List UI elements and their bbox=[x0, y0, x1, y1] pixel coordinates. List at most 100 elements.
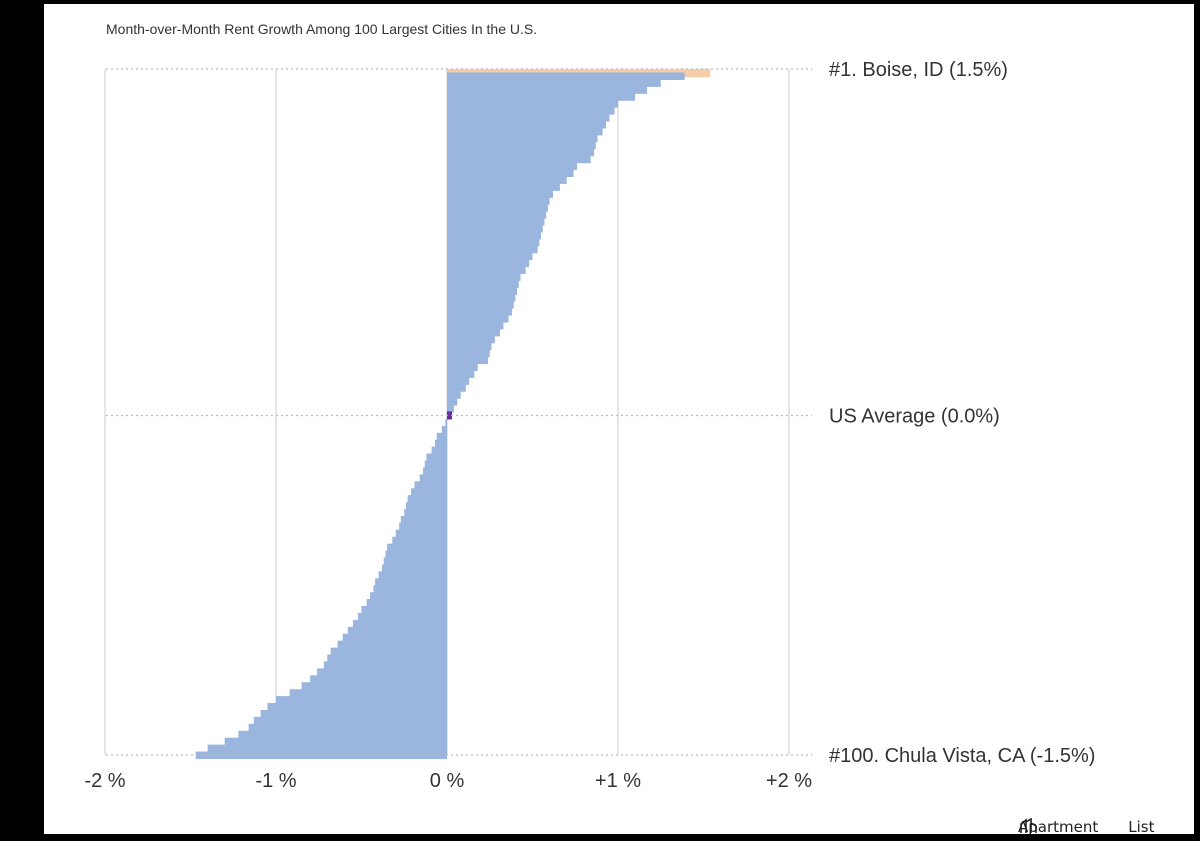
bar-45 bbox=[447, 370, 475, 378]
bar-89 bbox=[310, 675, 447, 683]
bar-55 bbox=[435, 439, 447, 448]
bar-61 bbox=[414, 481, 447, 489]
bar-75 bbox=[375, 578, 447, 586]
bar-16 bbox=[447, 169, 574, 178]
x-tick-label-4: +2 % bbox=[766, 770, 812, 792]
bar-17 bbox=[447, 176, 567, 184]
bar-88 bbox=[317, 668, 447, 676]
bar-38 bbox=[447, 321, 504, 330]
bar-41 bbox=[447, 342, 492, 351]
bar-87 bbox=[323, 661, 447, 669]
bar-12 bbox=[447, 141, 596, 150]
bar-66 bbox=[400, 515, 447, 524]
bar-37 bbox=[447, 314, 509, 323]
annotation-1: US Average (0.0%) bbox=[829, 405, 1000, 427]
bar-76 bbox=[373, 585, 447, 593]
bar-8 bbox=[447, 114, 610, 122]
bar-46 bbox=[447, 377, 470, 385]
x-tick-label-0: -2 % bbox=[84, 770, 125, 792]
bar-69 bbox=[392, 536, 447, 545]
building-icon bbox=[1020, 818, 1124, 835]
bar-56 bbox=[431, 446, 447, 455]
bar-48 bbox=[447, 391, 461, 399]
annotation-0: #1. Boise, ID (1.5%) bbox=[829, 59, 1008, 81]
bar-79 bbox=[361, 606, 447, 614]
bars bbox=[195, 69, 711, 760]
bar-33 bbox=[447, 287, 518, 295]
bar-54 bbox=[436, 432, 447, 441]
bar-26 bbox=[447, 238, 540, 247]
x-tick-label-3: +1 % bbox=[595, 770, 641, 792]
bar-27 bbox=[447, 245, 538, 254]
bar-25 bbox=[447, 231, 542, 240]
bar-91 bbox=[289, 689, 447, 697]
bar-3 bbox=[447, 79, 661, 87]
bar-7 bbox=[447, 107, 615, 115]
apartment-list-logo: Apartment List bbox=[1018, 818, 1155, 836]
bar-13 bbox=[447, 148, 595, 157]
bar-18 bbox=[447, 183, 560, 191]
bar-11 bbox=[447, 134, 598, 143]
bar-86 bbox=[327, 654, 447, 663]
bar-78 bbox=[366, 599, 447, 607]
bar-96 bbox=[248, 723, 447, 732]
bar-52 bbox=[445, 418, 447, 427]
annotations: #1. Boise, ID (1.5%) US Average (0.0%) #10… bbox=[829, 59, 1095, 767]
brand-name-left: Apartment bbox=[1018, 818, 1099, 836]
bar-97 bbox=[238, 730, 447, 739]
bar-59 bbox=[423, 467, 447, 475]
bar-81 bbox=[352, 619, 447, 628]
bar-23 bbox=[447, 217, 545, 226]
bar-19 bbox=[447, 190, 554, 198]
annotation-2: #100. Chula Vista, CA (-1.5%) bbox=[829, 745, 1095, 767]
bar-10 bbox=[447, 127, 603, 136]
bar-43 bbox=[447, 356, 489, 365]
bar-14 bbox=[447, 155, 591, 164]
bar-4 bbox=[447, 86, 648, 94]
bar-82 bbox=[347, 626, 447, 635]
bar-34 bbox=[447, 294, 516, 302]
bar-64 bbox=[405, 502, 447, 510]
bar-95 bbox=[253, 716, 447, 725]
x-tick-labels: -2 % -1 % 0 % +1 % +2 % bbox=[84, 770, 812, 792]
bar-58 bbox=[424, 460, 447, 469]
brand-name-right: List bbox=[1128, 818, 1155, 836]
bar-35 bbox=[447, 301, 514, 309]
bar-5 bbox=[447, 93, 636, 101]
bar-2 bbox=[447, 72, 685, 80]
bar-74 bbox=[378, 571, 447, 579]
bar-98 bbox=[224, 737, 447, 746]
bar-6 bbox=[447, 100, 618, 108]
x-tick-label-2: 0 % bbox=[430, 770, 465, 792]
bar-71 bbox=[385, 550, 447, 559]
bar-20 bbox=[447, 197, 550, 205]
bar-57 bbox=[426, 453, 447, 462]
bar-24 bbox=[447, 224, 543, 233]
bar-83 bbox=[342, 633, 447, 642]
bar-99 bbox=[207, 744, 447, 753]
bar-15 bbox=[447, 162, 577, 171]
x-tick-label-1: -1 % bbox=[255, 770, 296, 792]
bar-68 bbox=[395, 529, 447, 538]
bar-9 bbox=[447, 120, 607, 129]
bar-44 bbox=[447, 363, 478, 372]
bar-60 bbox=[419, 474, 447, 482]
bar-42 bbox=[447, 349, 490, 358]
bar-63 bbox=[407, 495, 447, 503]
bar-93 bbox=[267, 703, 447, 711]
bar-90 bbox=[301, 682, 447, 690]
bar-30 bbox=[447, 266, 526, 275]
us-average-marker bbox=[447, 411, 452, 420]
bar-73 bbox=[382, 564, 447, 572]
bar-72 bbox=[383, 557, 447, 566]
bar-22 bbox=[447, 211, 547, 219]
bar-47 bbox=[447, 384, 466, 392]
bar-84 bbox=[337, 640, 447, 649]
bar-28 bbox=[447, 252, 533, 261]
bar-80 bbox=[358, 612, 447, 621]
bar-50 bbox=[447, 405, 454, 413]
bar-39 bbox=[447, 328, 501, 337]
bar-32 bbox=[447, 280, 519, 288]
bar-31 bbox=[447, 273, 521, 281]
